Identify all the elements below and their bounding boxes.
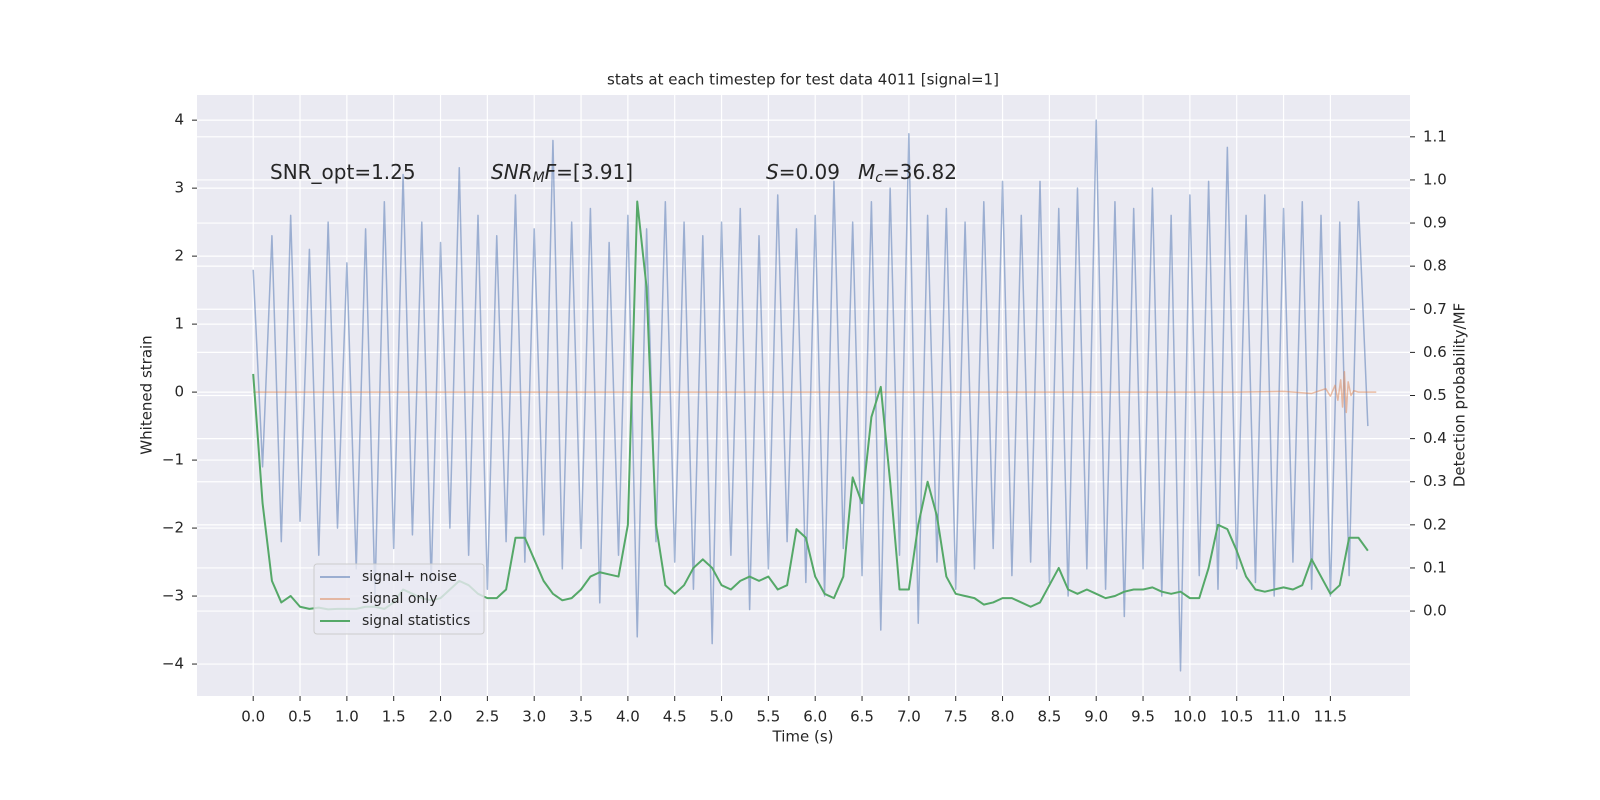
x-tick-label: 5.5 bbox=[756, 708, 780, 726]
y2-tick-label: 0.9 bbox=[1423, 214, 1447, 232]
annotation-part: M bbox=[533, 170, 545, 186]
x-tick-label: 6.5 bbox=[850, 708, 874, 726]
annotation-part: M bbox=[858, 160, 875, 184]
annotations: SNR_opt=1.25 SNRMF=[3.91] S=0.09 Mc=36.82 bbox=[270, 160, 957, 187]
y-tick-label: 3 bbox=[174, 179, 184, 197]
x-tick-label: 9.5 bbox=[1131, 708, 1155, 726]
x-tick-label: 3.0 bbox=[522, 708, 546, 726]
y2-tick-label: 0.2 bbox=[1423, 515, 1447, 533]
y-tick-label: 0 bbox=[174, 383, 184, 401]
x-tick-label: 9.0 bbox=[1084, 708, 1108, 726]
x-tick-label: 11.5 bbox=[1314, 708, 1347, 726]
y2-axis-label: Detection probability/MF bbox=[1451, 303, 1469, 487]
x-tick-label: 3.5 bbox=[569, 708, 593, 726]
annotation: Mc=36.82 bbox=[858, 160, 957, 187]
x-tick-label: 6.0 bbox=[803, 708, 827, 726]
y2-tick-label: 0.0 bbox=[1423, 602, 1447, 620]
y2-tick-label: 1.0 bbox=[1423, 170, 1447, 188]
series-line bbox=[252, 119, 1369, 672]
annotation: SNRMF=[3.91] bbox=[491, 160, 633, 187]
x-tick-label: 10.0 bbox=[1173, 708, 1206, 726]
x-tick-label: 7.5 bbox=[944, 708, 968, 726]
x-tick-label: 2.5 bbox=[475, 708, 499, 726]
y2-tick-label: 0.8 bbox=[1423, 257, 1447, 275]
annotation-part: =0.09 bbox=[779, 160, 840, 184]
annotation-part: F bbox=[545, 160, 557, 184]
x-tick-label: 11.0 bbox=[1267, 708, 1300, 726]
legend-box bbox=[313, 563, 485, 635]
annotation-part: SNR_opt=1.25 bbox=[270, 160, 416, 184]
y2-tick-label: 0.5 bbox=[1423, 386, 1447, 404]
y-tick-label: −4 bbox=[162, 655, 184, 673]
y-tick-label: 4 bbox=[174, 111, 184, 129]
x-tick-label: 1.0 bbox=[335, 708, 359, 726]
y-axis-label: Whitened strain bbox=[138, 335, 156, 454]
x-tick-label: 7.0 bbox=[897, 708, 921, 726]
y-tick-label: −3 bbox=[162, 587, 184, 605]
annotation-part: SNR bbox=[491, 160, 533, 184]
x-tick-label: 5.0 bbox=[710, 708, 734, 726]
x-tick-label: 8.0 bbox=[991, 708, 1015, 726]
y-tick-label: 2 bbox=[174, 247, 184, 265]
annotation: S=0.09 bbox=[766, 160, 840, 184]
annotation: SNR_opt=1.25 bbox=[270, 160, 416, 184]
x-tick-label: 4.0 bbox=[616, 708, 640, 726]
legend-label: signal+ noise bbox=[362, 569, 457, 585]
x-tick-label: 0.5 bbox=[288, 708, 312, 726]
x-tick-label: 10.5 bbox=[1220, 708, 1253, 726]
y-tick-label: −1 bbox=[162, 451, 184, 469]
chart-title: stats at each timestep for test data 401… bbox=[607, 71, 999, 89]
x-tick-label: 4.5 bbox=[663, 708, 687, 726]
annotation-part: =36.82 bbox=[883, 160, 957, 184]
y2-tick-label: 0.7 bbox=[1423, 300, 1447, 318]
x-tick-label: 8.5 bbox=[1037, 708, 1061, 726]
y2-tick-label: 0.4 bbox=[1423, 429, 1447, 447]
legend-label: signal only bbox=[362, 591, 437, 607]
x-tick-label: 0.0 bbox=[241, 708, 265, 726]
x-tick-label: 2.0 bbox=[429, 708, 453, 726]
y-tick-label: 1 bbox=[174, 315, 184, 333]
annotation-part: c bbox=[875, 170, 883, 186]
legend-label: signal statistics bbox=[362, 613, 470, 629]
x-tick-label: 1.5 bbox=[382, 708, 406, 726]
y2-tick-label: 0.6 bbox=[1423, 343, 1447, 361]
annotation-part: =[3.91] bbox=[556, 160, 633, 184]
series-line bbox=[253, 370, 1377, 414]
x-axis-label: Time (s) bbox=[772, 728, 834, 746]
y-tick-label: −2 bbox=[162, 519, 184, 537]
legend: signal+ noise signal only signal statistic… bbox=[313, 563, 485, 635]
annotation-part: S bbox=[766, 160, 779, 184]
y2-tick-label: 0.1 bbox=[1423, 558, 1447, 576]
y2-tick-label: 0.3 bbox=[1423, 472, 1447, 490]
y2-tick-label: 1.1 bbox=[1423, 127, 1447, 145]
